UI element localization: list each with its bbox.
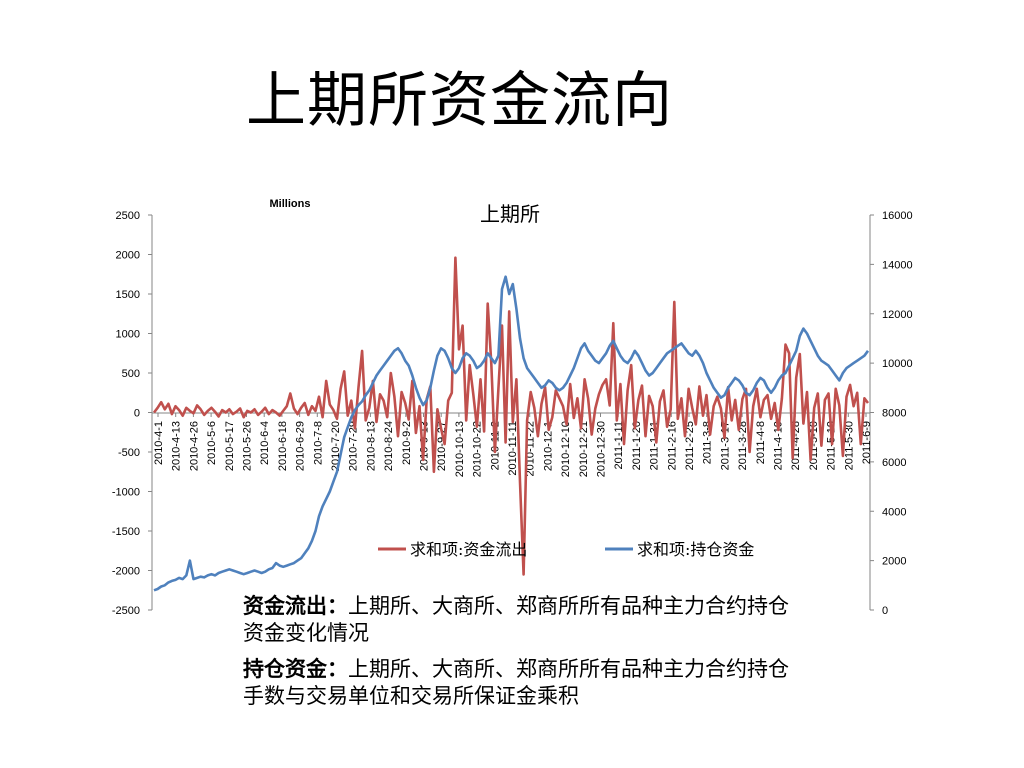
left-axis-tick-label: 0 (134, 408, 140, 420)
description-outflow: 资金流出：上期所、大商所、郑商所所有品种主力合约持仓资金变化情况 (243, 592, 803, 647)
x-axis-tick-label: 2010-5-17 (224, 421, 236, 471)
x-axis-tick-label: 2011-2-16 (666, 421, 678, 470)
x-axis-tick-label: 2010-4-26 (188, 421, 200, 471)
x-axis-tick-label: 2011-2-25 (684, 421, 696, 470)
description-holding: 持仓资金：上期所、大商所、郑商所所有品种主力合约持仓手数与交易单位和交易所保证金… (243, 655, 803, 710)
right-axis-tick-label: 8000 (882, 408, 906, 420)
right-axis-tick-label: 4000 (882, 506, 906, 518)
x-axis-tick-label: 2010-5-6 (206, 421, 218, 465)
right-axis-tick-label: 0 (882, 605, 888, 617)
units-label: Millions (270, 198, 311, 210)
x-axis-tick-label: 2010-7-29 (348, 421, 360, 471)
left-axis-tick-label: 1000 (116, 329, 140, 341)
left-axis-tick-label: 500 (122, 368, 140, 380)
legend-label-holding: 求和项:持仓资金 (637, 540, 754, 559)
x-axis-tick-label: 2010-4-13 (171, 421, 183, 471)
right-axis-tick-label: 16000 (882, 210, 913, 222)
x-axis-tick-label: 2011-3-17 (719, 421, 731, 470)
x-axis-tick-label: 2010-6-18 (277, 421, 289, 471)
description-holding-text: 上期所、大商所、郑商所所有品种主力合约持仓手数与交易单位和交易所保证金乘积 (243, 657, 789, 708)
right-axis-tick-label: 10000 (882, 358, 913, 370)
x-axis-tick-label: 2011-4-8 (755, 421, 767, 464)
x-axis-tick-label: 2010-5-26 (242, 421, 254, 471)
right-axis-tick-label: 12000 (882, 309, 913, 321)
x-axis-tick-label: 2010-10-22 (472, 421, 484, 477)
series-line-holding (153, 275, 870, 592)
x-axis-tick-label: 2010-12-30 (596, 421, 608, 477)
x-axis-tick-label: 2010-6-29 (295, 421, 307, 471)
x-axis-tick-label: 2011-1-20 (631, 421, 643, 470)
x-axis-tick-label: 2010-9-2 (401, 421, 413, 465)
left-axis-tick-label: 1500 (116, 289, 140, 301)
x-axis-tick-label: 2011-3-28 (737, 421, 749, 470)
x-axis-tick-label: 2010-7-8 (312, 421, 324, 465)
left-axis-tick-label: 2500 (116, 210, 140, 222)
x-axis-tick-label: 2010-7-20 (330, 421, 342, 471)
right-axis-tick-label: 14000 (882, 259, 913, 271)
left-axis-tick-label: -1500 (112, 526, 140, 538)
x-axis-tick-label: 2010-8-13 (365, 421, 377, 471)
series-line-outflow (152, 256, 870, 576)
description-holding-label: 持仓资金： (243, 656, 348, 681)
x-axis-tick-label: 2011-5-19 (826, 421, 838, 470)
x-axis-tick-label: 2010-12-21 (578, 421, 590, 477)
left-axis-tick-label: -1000 (112, 487, 140, 499)
description-outflow-label: 资金流出： (243, 593, 348, 618)
x-axis-tick-label: 2010-12-1 (542, 421, 554, 471)
x-axis-tick-label: 2010-6-4 (259, 421, 271, 465)
right-axis-tick-label: 6000 (882, 457, 906, 469)
left-axis-tick-label: -2000 (112, 566, 140, 578)
x-axis-tick-label: 2010-11-11 (507, 421, 519, 476)
x-axis-tick-label: 2011-5-30 (843, 421, 855, 470)
x-axis-tick-label: 2011-4-19 (773, 421, 785, 470)
x-axis-tick-label: 2011-6-9 (861, 421, 873, 464)
x-axis-tick-label: 2010-8-24 (383, 421, 395, 471)
left-axis-tick-label: -2500 (112, 605, 140, 617)
legend-label-outflow: 求和项:资金流出 (410, 540, 527, 559)
x-axis-tick-label: 2010-4-1 (153, 421, 165, 465)
x-axis-tick-label: 2010-12-10 (560, 421, 572, 477)
x-axis-tick-label: 2010-10-13 (454, 421, 466, 477)
left-axis-tick-label: -500 (118, 447, 140, 459)
right-axis-tick-label: 2000 (882, 556, 906, 568)
page-title: 上期所资金流向 (246, 66, 673, 136)
description-outflow-text: 上期所、大商所、郑商所所有品种主力合约持仓资金变化情况 (243, 594, 789, 645)
left-axis-tick-label: 2000 (116, 250, 140, 262)
chart-title: 上期所 (480, 202, 540, 226)
